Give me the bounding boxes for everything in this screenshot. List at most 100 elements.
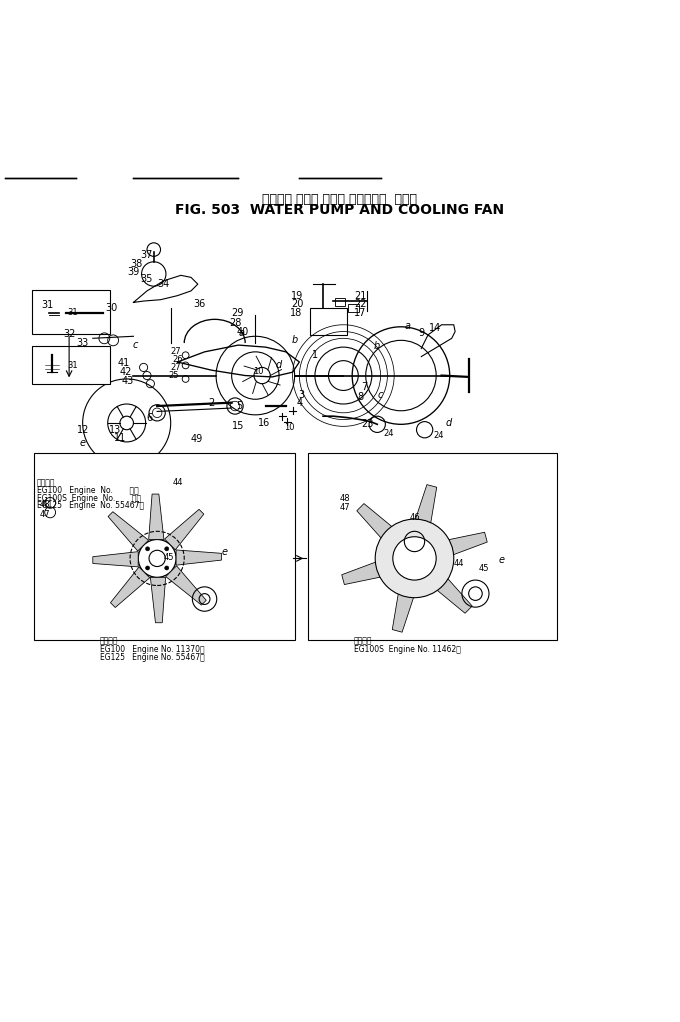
Text: 8: 8: [357, 392, 363, 403]
Text: 31: 31: [68, 361, 78, 370]
Text: EG100S  Engine  No.       ：〜: EG100S Engine No. ：〜: [37, 494, 141, 503]
Circle shape: [165, 547, 169, 551]
Text: 43: 43: [121, 376, 133, 386]
Polygon shape: [342, 556, 396, 585]
Polygon shape: [410, 484, 437, 540]
Text: e: e: [80, 438, 86, 449]
Text: 10: 10: [254, 367, 264, 376]
Text: a: a: [405, 321, 411, 331]
Bar: [32, 346, 109, 383]
Text: 46: 46: [409, 513, 420, 522]
Circle shape: [165, 566, 169, 570]
Text: 3: 3: [299, 389, 305, 400]
Text: e: e: [222, 547, 228, 557]
Text: 27: 27: [171, 346, 182, 356]
Text: 5: 5: [237, 401, 243, 411]
Text: d: d: [276, 360, 282, 370]
Text: 15: 15: [233, 421, 245, 431]
Text: 39: 39: [127, 267, 139, 277]
Text: 11: 11: [114, 433, 126, 443]
Text: 26: 26: [172, 355, 183, 364]
Text: c: c: [378, 389, 384, 400]
Text: 14: 14: [428, 323, 441, 333]
Polygon shape: [108, 512, 148, 551]
Bar: [32, 289, 109, 333]
Text: 30: 30: [105, 303, 118, 313]
Text: d: d: [445, 418, 452, 428]
Text: 適用号等: 適用号等: [37, 478, 55, 487]
Circle shape: [146, 547, 150, 551]
Text: 10: 10: [284, 423, 294, 432]
Text: 24: 24: [384, 429, 394, 438]
Polygon shape: [432, 532, 488, 561]
Text: 31: 31: [68, 308, 78, 317]
Text: 32: 32: [63, 328, 75, 338]
Bar: [34, 454, 294, 640]
Text: EG125   Engine No. 55467〜: EG125 Engine No. 55467〜: [99, 653, 204, 662]
Text: 適用号等: 適用号等: [99, 637, 118, 646]
Text: 19: 19: [291, 290, 303, 300]
Text: 25: 25: [169, 371, 180, 380]
Text: 6: 6: [146, 413, 152, 422]
Polygon shape: [424, 566, 472, 613]
Text: EG100S  Engine No. 11462〜: EG100S Engine No. 11462〜: [354, 645, 460, 654]
Text: 7: 7: [361, 382, 367, 392]
Text: a: a: [239, 328, 245, 338]
Polygon shape: [92, 552, 138, 567]
Text: 47: 47: [340, 503, 351, 512]
Text: e: e: [498, 555, 504, 565]
Polygon shape: [357, 504, 405, 550]
Text: 12: 12: [76, 425, 89, 434]
Bar: [308, 454, 557, 640]
Text: 4: 4: [296, 398, 303, 408]
Text: 48: 48: [40, 500, 50, 509]
Text: 9: 9: [418, 328, 424, 338]
Text: 44: 44: [454, 559, 464, 568]
Text: 21: 21: [354, 290, 367, 300]
Text: 49: 49: [190, 434, 203, 445]
Text: 42: 42: [119, 367, 131, 377]
Circle shape: [146, 566, 150, 570]
Text: 17: 17: [354, 309, 367, 318]
Text: 22: 22: [354, 299, 367, 310]
Text: 44: 44: [172, 478, 183, 487]
Text: 31: 31: [41, 300, 54, 310]
Polygon shape: [150, 577, 166, 622]
Text: 48: 48: [340, 495, 351, 503]
Text: EG125   Engine  No. 55467〜: EG125 Engine No. 55467〜: [37, 501, 143, 510]
Text: 16: 16: [258, 418, 270, 428]
Text: 24: 24: [433, 430, 443, 439]
Text: 20: 20: [291, 299, 303, 310]
Bar: [335, 298, 345, 307]
Text: 適用号等: 適用号等: [354, 637, 372, 646]
Text: 28: 28: [229, 318, 241, 328]
Text: 27: 27: [171, 363, 182, 372]
Text: ウォータ ポンプ および クーリング  ファン: ウォータ ポンプ および クーリング ファン: [262, 193, 418, 206]
Text: 45: 45: [164, 553, 175, 561]
Circle shape: [375, 519, 454, 598]
Polygon shape: [392, 577, 419, 633]
Text: FIG. 503  WATER PUMP AND COOLING FAN: FIG. 503 WATER PUMP AND COOLING FAN: [175, 202, 505, 217]
Text: c: c: [133, 340, 138, 351]
Text: 36: 36: [194, 298, 206, 309]
Text: 45: 45: [478, 564, 489, 573]
Polygon shape: [110, 567, 150, 607]
Text: 35: 35: [141, 274, 153, 284]
Text: 23: 23: [361, 419, 373, 429]
Polygon shape: [166, 566, 206, 605]
Text: 38: 38: [131, 259, 143, 269]
Text: 18: 18: [290, 309, 302, 318]
Text: 29: 29: [231, 308, 243, 318]
Text: b: b: [374, 341, 380, 352]
Text: EG100   Engine  No.       ：〜: EG100 Engine No. ：〜: [37, 486, 138, 496]
Text: 37: 37: [141, 250, 153, 260]
Circle shape: [393, 537, 436, 580]
Text: 13: 13: [109, 425, 121, 434]
Text: 47: 47: [40, 510, 50, 519]
Text: b: b: [292, 335, 298, 345]
Text: 33: 33: [77, 338, 89, 349]
Text: 2: 2: [208, 398, 214, 408]
Text: 1: 1: [312, 351, 318, 360]
Text: 41: 41: [117, 359, 129, 368]
Text: EG100   Engine No. 11370〜: EG100 Engine No. 11370〜: [99, 645, 204, 654]
